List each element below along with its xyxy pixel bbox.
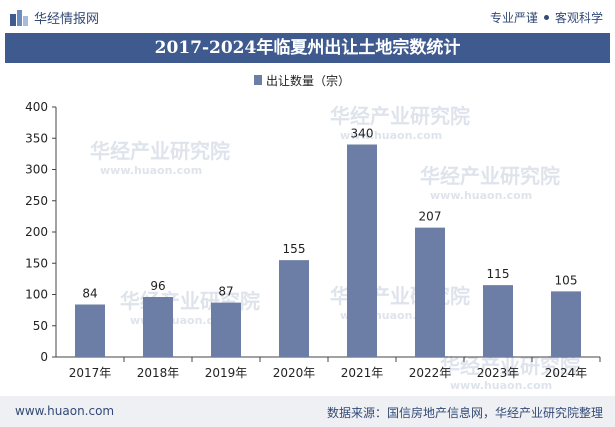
watermark-text: 华经产业研究院 [420, 164, 560, 188]
top-bar: 华经情报网 专业严谨 客观科学 [0, 0, 615, 32]
y-tick-label: 250 [25, 194, 48, 208]
x-tick-label: 2017年 [69, 366, 112, 380]
x-tick-label: 2019年 [205, 366, 248, 380]
footer-source: 数据来源：国信房地产信息网，华经产业研究院整理 [326, 406, 603, 420]
chart-labels: 84 2017年 96 2018年 87 2019年 155 2020年 340 2021年 207… [69, 127, 588, 381]
watermark-url: www.huaon.com [340, 129, 442, 142]
bar [551, 291, 581, 357]
data-label: 84 [82, 287, 97, 301]
y-tick-label: 0 [40, 350, 48, 364]
x-tick-label: 2022年 [409, 366, 452, 380]
footer: www.huaon.com 数据来源：国信房地产信息网，华经产业研究院整理 [0, 396, 615, 427]
x-tick-label: 2018年 [137, 366, 180, 380]
y-tick-label: 350 [25, 131, 48, 145]
slogan-left: 专业严谨 [489, 11, 538, 25]
bar [75, 304, 105, 357]
bar-chart: 华经产业研究院www.huaon.com华经产业研究院www.huaon.com… [25, 73, 601, 392]
data-label: 155 [283, 242, 306, 256]
chart-legend: 出让数量（宗） [254, 73, 350, 88]
watermark-text: 华经产业研究院 [330, 104, 470, 128]
bar [279, 260, 309, 357]
brand-logo[interactable]: 华经情报网 [10, 8, 99, 27]
slogan-right: 客观科学 [554, 11, 603, 25]
brand-logo-icon [10, 9, 28, 26]
footer-website[interactable]: www.huaon.com [15, 404, 115, 418]
data-label: 105 [555, 273, 578, 287]
y-tick-label: 400 [25, 100, 48, 114]
bar [415, 227, 445, 357]
brand-name: 华经情报网 [34, 12, 100, 27]
watermark-url: www.huaon.com [100, 164, 202, 177]
chart-axes: 0 50 100 150 200 250 300 350 400 [25, 100, 601, 364]
data-label: 87 [218, 285, 233, 299]
chart-bars [75, 144, 581, 357]
legend-label: 出让数量（宗） [266, 73, 350, 88]
y-tick-label: 50 [33, 319, 48, 333]
x-tick-label: 2023年 [477, 366, 520, 380]
bar [211, 302, 241, 357]
slogan: 专业严谨 客观科学 [490, 9, 603, 26]
x-tick-label: 2021年 [341, 366, 384, 380]
y-tick-label: 300 [25, 163, 48, 177]
x-tick-label: 2020年 [273, 366, 316, 380]
chart-title: 2017-2024年临夏州出让土地宗数统计 [5, 33, 610, 63]
data-label: 96 [150, 279, 165, 293]
x-tick-label: 2024年 [545, 366, 588, 380]
watermark-url: www.huaon.com [430, 189, 532, 202]
data-label: 115 [487, 267, 510, 281]
y-tick-label: 200 [25, 225, 48, 239]
watermark-url: www.huaon.com [450, 379, 552, 392]
watermark-text: 华经产业研究院 [90, 139, 230, 163]
data-label: 340 [351, 127, 374, 141]
legend-swatch [254, 75, 262, 85]
bar [347, 144, 377, 357]
bar [143, 297, 173, 357]
data-label: 207 [419, 210, 442, 224]
y-tick-label: 100 [25, 288, 48, 302]
slogan-dot-icon [543, 15, 549, 20]
y-tick-label: 150 [25, 256, 48, 270]
bar [483, 285, 513, 357]
watermark-text: 华经产业研究院 [440, 354, 580, 378]
